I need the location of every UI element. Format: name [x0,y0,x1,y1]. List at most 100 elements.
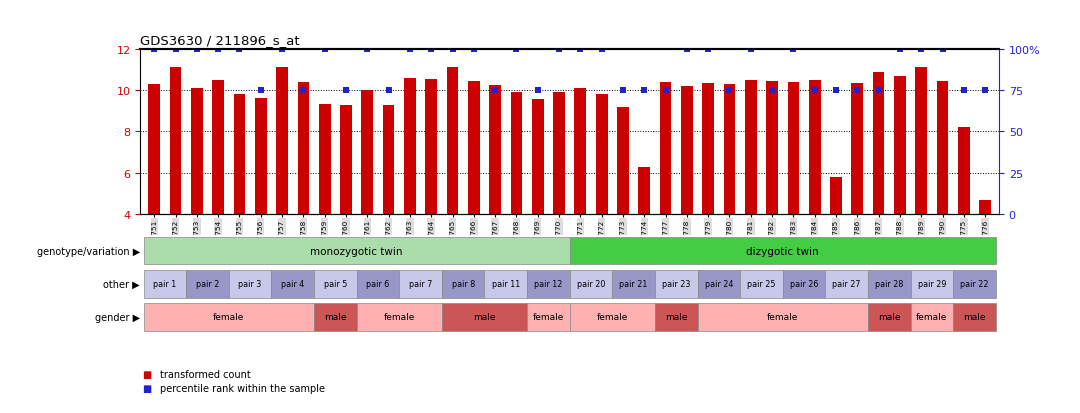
Bar [144,303,314,331]
Point [955,88,972,94]
Bar [575,89,586,215]
Bar [910,270,954,298]
Text: pair 29: pair 29 [918,280,946,288]
Text: gender ▶: gender ▶ [95,312,140,322]
Bar [954,270,996,298]
Bar [654,270,698,298]
Bar [809,81,821,215]
Point [806,88,823,94]
Point [913,46,930,53]
Text: pair 7: pair 7 [409,280,432,288]
Bar [553,93,565,215]
Text: female: female [916,313,947,321]
Bar [787,83,799,215]
Point [720,88,738,94]
Text: pair 12: pair 12 [535,280,563,288]
Bar [148,85,160,215]
Point [593,46,610,53]
Point [316,46,334,53]
Bar [485,270,527,298]
Point [359,46,376,53]
Bar [314,303,356,331]
Bar [916,68,927,215]
Point [486,88,503,94]
Bar [868,303,910,331]
Point [615,88,632,94]
Text: ■: ■ [143,383,152,393]
Text: pair 21: pair 21 [620,280,648,288]
Point [678,46,696,53]
Text: pair 20: pair 20 [577,280,605,288]
Point [571,46,589,53]
Point [402,46,419,53]
Bar [638,167,650,215]
Bar [702,84,714,215]
Bar [468,82,480,215]
Text: pair 24: pair 24 [704,280,733,288]
Point [891,46,908,53]
Point [188,46,205,53]
Bar [612,270,654,298]
Point [849,88,866,94]
Point [870,88,888,94]
Point [827,88,845,94]
Point [380,88,397,94]
Point [551,46,568,53]
Bar [271,270,314,298]
Text: male: male [665,313,688,321]
Text: GDS3630 / 211896_s_at: GDS3630 / 211896_s_at [140,34,300,47]
Text: pair 2: pair 2 [195,280,219,288]
Point [273,46,291,53]
Bar [831,178,842,215]
Point [700,46,717,53]
Bar [654,303,698,331]
Text: female: female [213,313,244,321]
Point [657,88,674,94]
Bar [596,95,608,215]
Bar [356,270,400,298]
Bar [255,99,267,215]
Bar [766,82,778,215]
Text: monozygotic twin: monozygotic twin [310,246,403,256]
Bar [617,107,629,215]
Text: female: female [767,313,798,321]
Text: pair 23: pair 23 [662,280,690,288]
Point [231,46,248,53]
Text: pair 4: pair 4 [281,280,305,288]
Text: pair 8: pair 8 [451,280,475,288]
Point [210,46,227,53]
Bar [570,303,654,331]
Text: pair 27: pair 27 [833,280,861,288]
Bar [894,76,906,215]
Point [508,46,525,53]
Text: female: female [596,313,627,321]
Bar [229,270,271,298]
Text: pair 11: pair 11 [491,280,519,288]
Bar [910,303,954,331]
Bar [191,89,203,215]
Bar [186,270,229,298]
Text: male: male [473,313,496,321]
Point [444,46,461,53]
Bar [531,100,543,215]
Text: pair 5: pair 5 [324,280,347,288]
Bar [400,270,442,298]
Text: pair 26: pair 26 [789,280,819,288]
Bar [319,104,330,215]
Text: dizygotic twin: dizygotic twin [746,246,819,256]
Text: pair 28: pair 28 [875,280,904,288]
Text: female: female [532,313,564,321]
Point [976,88,994,94]
Bar [447,68,458,215]
Text: pair 25: pair 25 [747,280,775,288]
Bar [724,85,735,215]
Text: genotype/variation ▶: genotype/variation ▶ [37,246,140,256]
Bar [958,128,970,215]
Bar [681,87,692,215]
Bar [382,105,394,215]
Bar [783,270,825,298]
Point [465,46,483,53]
Text: other ▶: other ▶ [104,279,140,289]
Bar [954,303,996,331]
Bar [570,270,612,298]
